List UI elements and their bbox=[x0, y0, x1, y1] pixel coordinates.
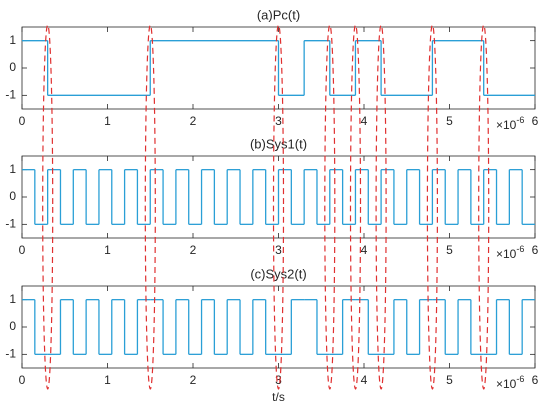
transition-marker bbox=[42, 24, 54, 390]
x-tick-label: 1 bbox=[104, 243, 111, 257]
x-tick-label: 3 bbox=[275, 114, 282, 128]
x-tick-label: 6 bbox=[532, 114, 539, 128]
x-tick-label: 6 bbox=[532, 373, 539, 387]
x-tick-label: 0 bbox=[19, 114, 26, 128]
x-multiplier-exponent: -6 bbox=[516, 244, 524, 254]
subplot-title: (a)Pc(t) bbox=[257, 7, 300, 22]
transition-marker bbox=[144, 24, 156, 390]
transition-markers bbox=[42, 24, 490, 390]
x-tick-label: 4 bbox=[361, 373, 368, 387]
x-tick-label: 2 bbox=[190, 243, 197, 257]
x-multiplier: ×10-6 bbox=[496, 244, 524, 261]
y-tick-label: -1 bbox=[5, 347, 16, 361]
y-tick-label: 0 bbox=[9, 319, 16, 333]
y-tick-label: 0 bbox=[9, 189, 16, 203]
x-tick-label: 0 bbox=[19, 243, 26, 257]
x-multiplier: ×10-6 bbox=[496, 374, 524, 391]
x-tick-label: 2 bbox=[190, 373, 197, 387]
y-tick-label: -1 bbox=[5, 88, 16, 102]
y-tick-label: 0 bbox=[9, 60, 16, 74]
x-multiplier-exponent: -6 bbox=[516, 115, 524, 125]
x-tick-label: 3 bbox=[275, 243, 282, 257]
transition-marker bbox=[349, 24, 362, 390]
transition-marker bbox=[375, 24, 387, 390]
y-tick-label: 1 bbox=[9, 33, 16, 47]
subplot-title: (b)Sys1(t) bbox=[250, 136, 307, 151]
x-multiplier: ×10-6 bbox=[496, 115, 524, 132]
y-tick-label: 1 bbox=[9, 292, 16, 306]
transition-marker bbox=[272, 24, 285, 390]
x-tick-label: 5 bbox=[446, 373, 453, 387]
transition-marker bbox=[426, 24, 438, 390]
x-tick-label: 1 bbox=[104, 373, 111, 387]
x-tick-label: 1 bbox=[104, 114, 111, 128]
x-multiplier-base: ×10 bbox=[496, 377, 517, 391]
x-tick-label: 5 bbox=[446, 243, 453, 257]
x-tick-label: 0 bbox=[19, 373, 26, 387]
x-tick-label: 4 bbox=[361, 243, 368, 257]
x-tick-label: 6 bbox=[532, 243, 539, 257]
y-tick-label: 1 bbox=[9, 162, 16, 176]
x-axis-label: t/s bbox=[272, 390, 285, 404]
x-tick-label: 2 bbox=[190, 114, 197, 128]
x-multiplier-exponent: -6 bbox=[516, 374, 524, 384]
subplot-title: (c)Sys2(t) bbox=[250, 266, 306, 281]
x-multiplier-base: ×10 bbox=[496, 247, 517, 261]
transition-marker bbox=[324, 24, 336, 390]
x-multiplier-base: ×10 bbox=[496, 118, 517, 132]
y-tick-label: -1 bbox=[5, 217, 16, 231]
x-tick-label: 3 bbox=[275, 373, 282, 387]
x-tick-label: 5 bbox=[446, 114, 453, 128]
x-tick-label: 4 bbox=[361, 114, 368, 128]
transition-marker bbox=[478, 24, 490, 390]
